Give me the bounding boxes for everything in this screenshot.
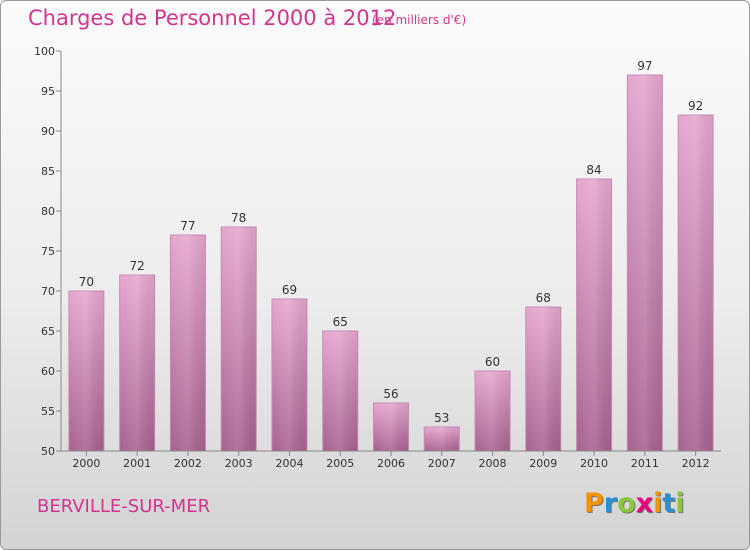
bar-value-label: 65: [333, 315, 348, 329]
bar-value-label: 97: [637, 59, 652, 73]
logo-letter: t: [662, 488, 676, 519]
bar-value-label: 84: [586, 163, 601, 177]
y-tick-label: 100: [34, 45, 55, 58]
logo-letter: i: [675, 488, 685, 519]
bar-shine: [271, 299, 307, 451]
y-tick-label: 60: [41, 365, 55, 378]
logo-letter: i: [653, 488, 663, 519]
y-tick-label: 95: [41, 85, 55, 98]
x-tick-label: 2011: [631, 457, 659, 470]
x-tick-label: 2004: [275, 457, 303, 470]
x-tick-label: 2007: [428, 457, 456, 470]
x-tick-label: 2001: [123, 457, 151, 470]
bar-value-label: 92: [688, 99, 703, 113]
x-tick-label: 2000: [72, 457, 100, 470]
x-tick-label: 2009: [529, 457, 557, 470]
bar-shine: [68, 291, 104, 451]
y-tick-label: 75: [41, 245, 55, 258]
x-axis: 2000 2001 2002 2003 2004 2005 2006 2007 2008 2009…: [61, 450, 721, 470]
bar-shine: [373, 403, 409, 451]
x-tick-label: 2005: [326, 457, 354, 470]
x-tick-label: 2002: [174, 457, 202, 470]
x-tick-label: 2012: [682, 457, 710, 470]
bar-shine: [627, 75, 663, 451]
y-tick-label: 90: [41, 125, 55, 138]
x-tick-label: 2008: [479, 457, 507, 470]
x-tick-label: 2006: [377, 457, 405, 470]
bar-value-label: 56: [383, 387, 398, 401]
commune-name: BERVILLE-SUR-MER: [37, 496, 211, 517]
bar-shine: [525, 307, 561, 451]
logo-letter: r: [603, 488, 618, 519]
bar-value-label: 77: [180, 219, 195, 233]
bar-shine: [475, 371, 511, 451]
bar-value-label: 68: [536, 291, 551, 305]
y-axis: 50 55 60 65 70 75 80 85 90 95 100: [34, 45, 62, 458]
x-tick-label: 2010: [580, 457, 608, 470]
y-tick-label: 65: [41, 325, 55, 338]
logo-letter: x: [635, 488, 654, 519]
bar-value-label: 60: [485, 355, 500, 369]
bar-shine: [322, 331, 358, 451]
bars: 70 72 77 78 69 65 56 53 60 68 84 97 92: [68, 59, 714, 452]
y-tick-label: 70: [41, 285, 55, 298]
y-tick-label: 55: [41, 405, 55, 418]
logo-letter: P: [584, 488, 604, 519]
bar-shine: [170, 235, 206, 451]
x-tick-label: 2003: [225, 457, 253, 470]
logo-letter: o: [617, 488, 636, 519]
bar-value-label: 72: [130, 259, 145, 273]
bar-value-label: 53: [434, 411, 449, 425]
y-tick-label: 50: [41, 445, 55, 458]
bar-value-label: 78: [231, 211, 246, 225]
chart-subtitle: (en milliers d'€): [372, 13, 467, 27]
y-tick-label: 85: [41, 165, 55, 178]
bar-value-label: 70: [79, 275, 94, 289]
bar-value-label: 69: [282, 283, 297, 297]
chart-title: Charges de Personnel 2000 à 2012: [28, 6, 397, 30]
proxiti-logo: Proxiti: [584, 488, 685, 519]
bar-shine: [221, 227, 257, 451]
bar-shine: [678, 115, 714, 451]
bar-shine: [424, 427, 460, 451]
bar-shine: [119, 275, 155, 451]
bar-shine: [576, 179, 612, 451]
y-tick-label: 80: [41, 205, 55, 218]
